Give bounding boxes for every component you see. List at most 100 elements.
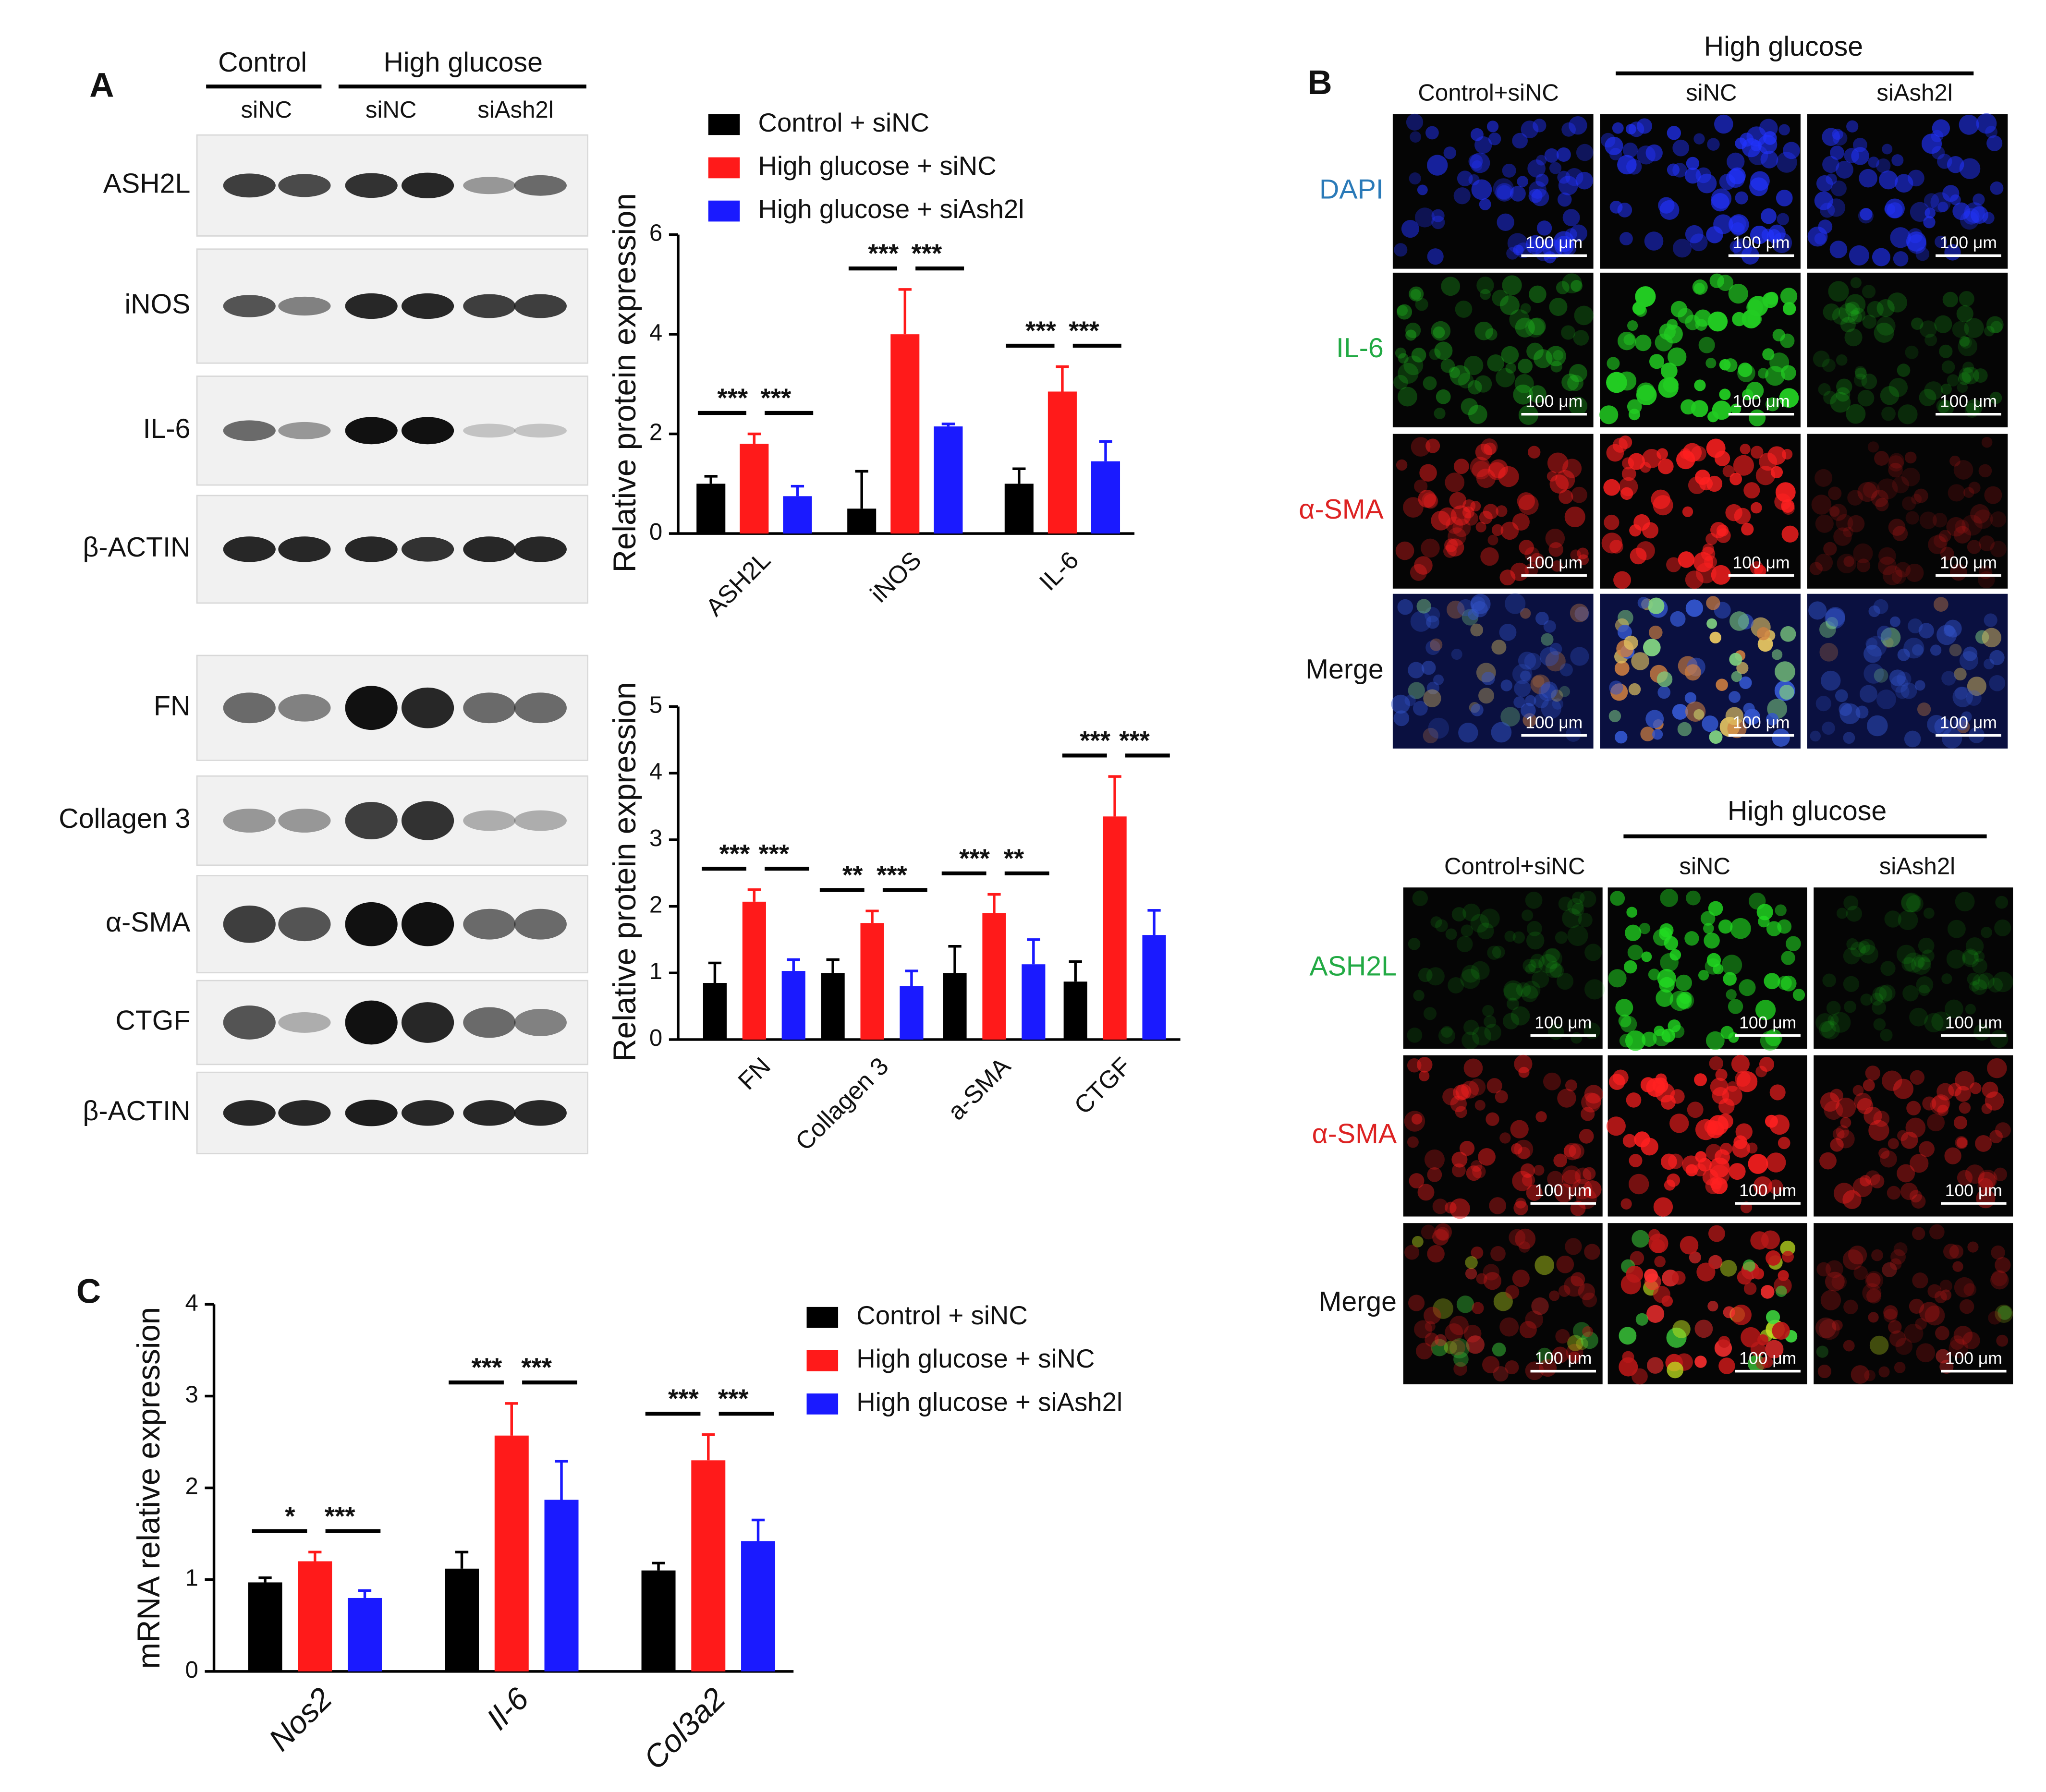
cell: [1852, 137, 1867, 152]
cell: [1977, 1178, 1994, 1194]
cell: [1843, 526, 1854, 537]
cell: [1829, 241, 1848, 258]
cell: [1471, 1246, 1484, 1259]
cell: [1565, 1238, 1582, 1255]
cell: [1890, 1249, 1906, 1265]
cell: [1962, 950, 1980, 968]
cell: [1848, 1246, 1867, 1265]
cell: [1634, 1131, 1650, 1148]
cell: [1810, 730, 1821, 742]
cell: [1939, 344, 1953, 358]
cell: [1903, 952, 1924, 973]
y-axis-label: mRNA relative expression: [131, 1307, 166, 1669]
cell: [1577, 547, 1589, 559]
cell: [1559, 686, 1571, 697]
cell: [1621, 466, 1636, 481]
cell: [1943, 1243, 1959, 1259]
cell: [1963, 487, 1974, 498]
cell: [1835, 160, 1853, 179]
significance-label: ***: [521, 1353, 552, 1382]
cell: [1965, 399, 1983, 416]
cell: [1451, 1163, 1466, 1177]
blot-band: [401, 1100, 454, 1126]
cell: [1705, 1031, 1725, 1050]
blot-band: [345, 173, 398, 198]
cell: [1971, 206, 1988, 224]
cell: [1453, 187, 1471, 205]
cell: [1603, 479, 1620, 496]
cell: [1398, 363, 1419, 384]
y-tick-label: 4: [649, 759, 662, 785]
cell: [1404, 1245, 1420, 1260]
cell: [1891, 569, 1906, 584]
cell: [1862, 1283, 1882, 1303]
cell: [1949, 1338, 1969, 1358]
cell: [1486, 1112, 1499, 1126]
cell: [1583, 1180, 1602, 1199]
cell: [1924, 193, 1939, 208]
cell: [1569, 364, 1587, 382]
cell: [1445, 1323, 1463, 1342]
cell: [1757, 636, 1773, 652]
cell: [1680, 448, 1691, 460]
cell: [1750, 502, 1762, 514]
cell: [1412, 890, 1428, 907]
cell: [1775, 482, 1796, 503]
cell: [1619, 1327, 1637, 1345]
cell: [1461, 609, 1479, 626]
cell: [1770, 466, 1783, 479]
cell: [1648, 597, 1665, 614]
cell: [1958, 372, 1971, 385]
cell: [1930, 192, 1951, 213]
cell: [1897, 1130, 1908, 1141]
cell: [1619, 1034, 1633, 1048]
cell: [1709, 730, 1723, 744]
cell: [1505, 363, 1516, 374]
cell: [1978, 1169, 1997, 1189]
cell: [1706, 953, 1721, 968]
row-label: α-SMA: [1312, 1119, 1397, 1150]
cell: [1500, 679, 1512, 691]
cell: [1477, 922, 1494, 940]
cell: [1965, 937, 1984, 956]
cell: [1398, 353, 1409, 364]
cell: [1962, 362, 1974, 374]
cell: [1889, 669, 1906, 686]
cell: [1934, 315, 1952, 333]
cell: [1543, 620, 1556, 633]
cell: [1700, 911, 1716, 926]
cell: [1466, 1335, 1485, 1354]
cell: [1905, 511, 1919, 525]
cell: [1876, 626, 1892, 641]
cell: [1967, 677, 1986, 696]
cell: [1461, 1031, 1479, 1050]
cell: [1940, 383, 1952, 395]
cell: [1989, 1130, 2003, 1143]
cell: [1576, 1337, 1588, 1350]
cell: [1528, 189, 1543, 203]
cell: [1427, 248, 1444, 265]
scale-bar-label: 100 μm: [1732, 553, 1790, 572]
cell: [1444, 1341, 1457, 1354]
cell: [1545, 961, 1562, 978]
cell: [1853, 543, 1873, 563]
cell: [1779, 388, 1799, 408]
cell: [1401, 219, 1419, 238]
cell: [1868, 1312, 1879, 1323]
cell: [1502, 163, 1516, 178]
row-label: Merge: [1305, 654, 1384, 685]
blot-band: [463, 692, 516, 724]
cell: [1609, 540, 1623, 554]
cell: [1731, 1305, 1752, 1325]
cell: [1505, 1285, 1520, 1299]
cell: [1424, 1307, 1441, 1324]
cell: [1623, 635, 1638, 650]
cell: [1878, 547, 1896, 565]
cell: [1503, 980, 1523, 1000]
cell: [1989, 391, 2002, 404]
cell: [1953, 1116, 1967, 1130]
blot-band: [514, 536, 567, 562]
cell: [1694, 283, 1705, 294]
row-label: IL-6: [1336, 333, 1384, 363]
cell: [1850, 942, 1866, 957]
